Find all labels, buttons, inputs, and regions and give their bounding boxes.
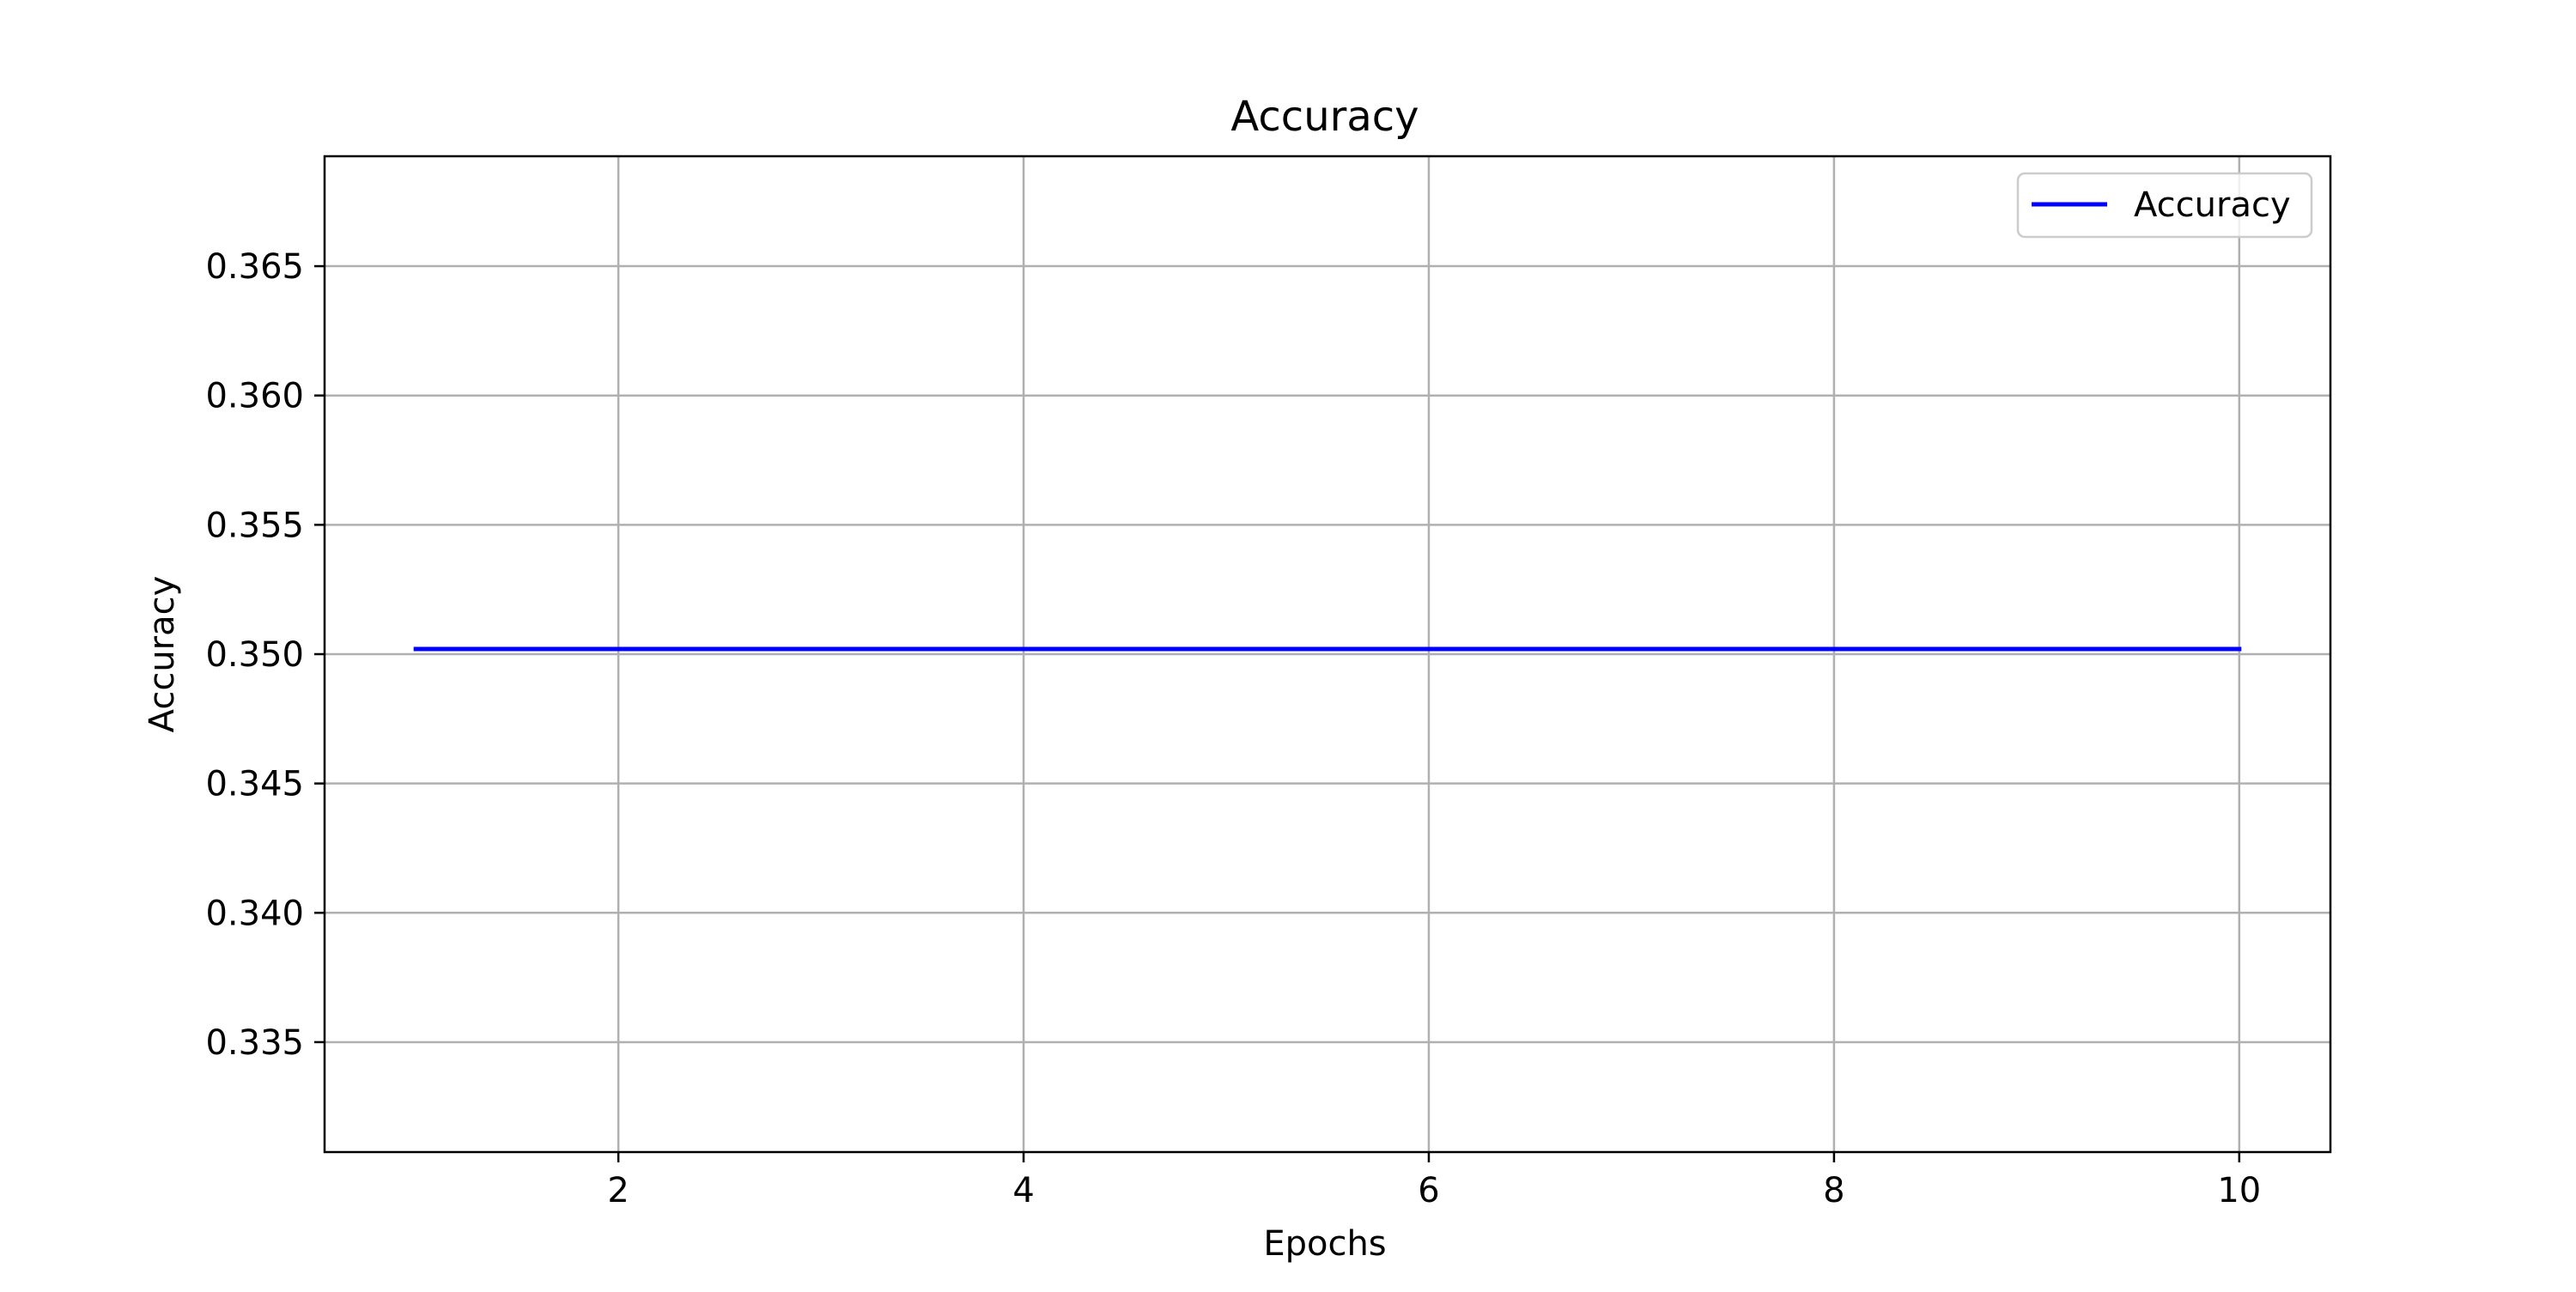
y-tick-label: 0.350 — [205, 635, 304, 675]
legend-box — [2016, 172, 2313, 239]
x-axis-label: Epochs — [1263, 1224, 1386, 1264]
legend-label: Accuracy — [2134, 185, 2291, 225]
x-tick-label: 4 — [1012, 1171, 1034, 1210]
y-tick-label: 0.360 — [205, 377, 304, 416]
grid — [325, 156, 2330, 1152]
legend: Accuracy — [2016, 172, 2313, 239]
x-tick-label: 6 — [1418, 1171, 1439, 1210]
ticks: 2 4 6 8 10 0.335 0.340 0.345 0.350 0.355 0.360 0.36… — [205, 247, 2261, 1210]
y-tick-label: 0.345 — [205, 765, 304, 804]
y-tick-label: 0.355 — [205, 506, 304, 545]
y-tick-label: 0.335 — [205, 1023, 304, 1063]
y-tick-label: 0.365 — [205, 247, 304, 287]
chart-title: Accuracy — [1230, 93, 1419, 141]
y-axis-label: Accuracy — [143, 576, 182, 733]
y-tick-label: 0.340 — [205, 894, 304, 933]
x-tick-label: 8 — [1823, 1171, 1844, 1210]
x-tick-label: 10 — [2217, 1171, 2261, 1210]
x-tick-label: 2 — [607, 1171, 629, 1210]
